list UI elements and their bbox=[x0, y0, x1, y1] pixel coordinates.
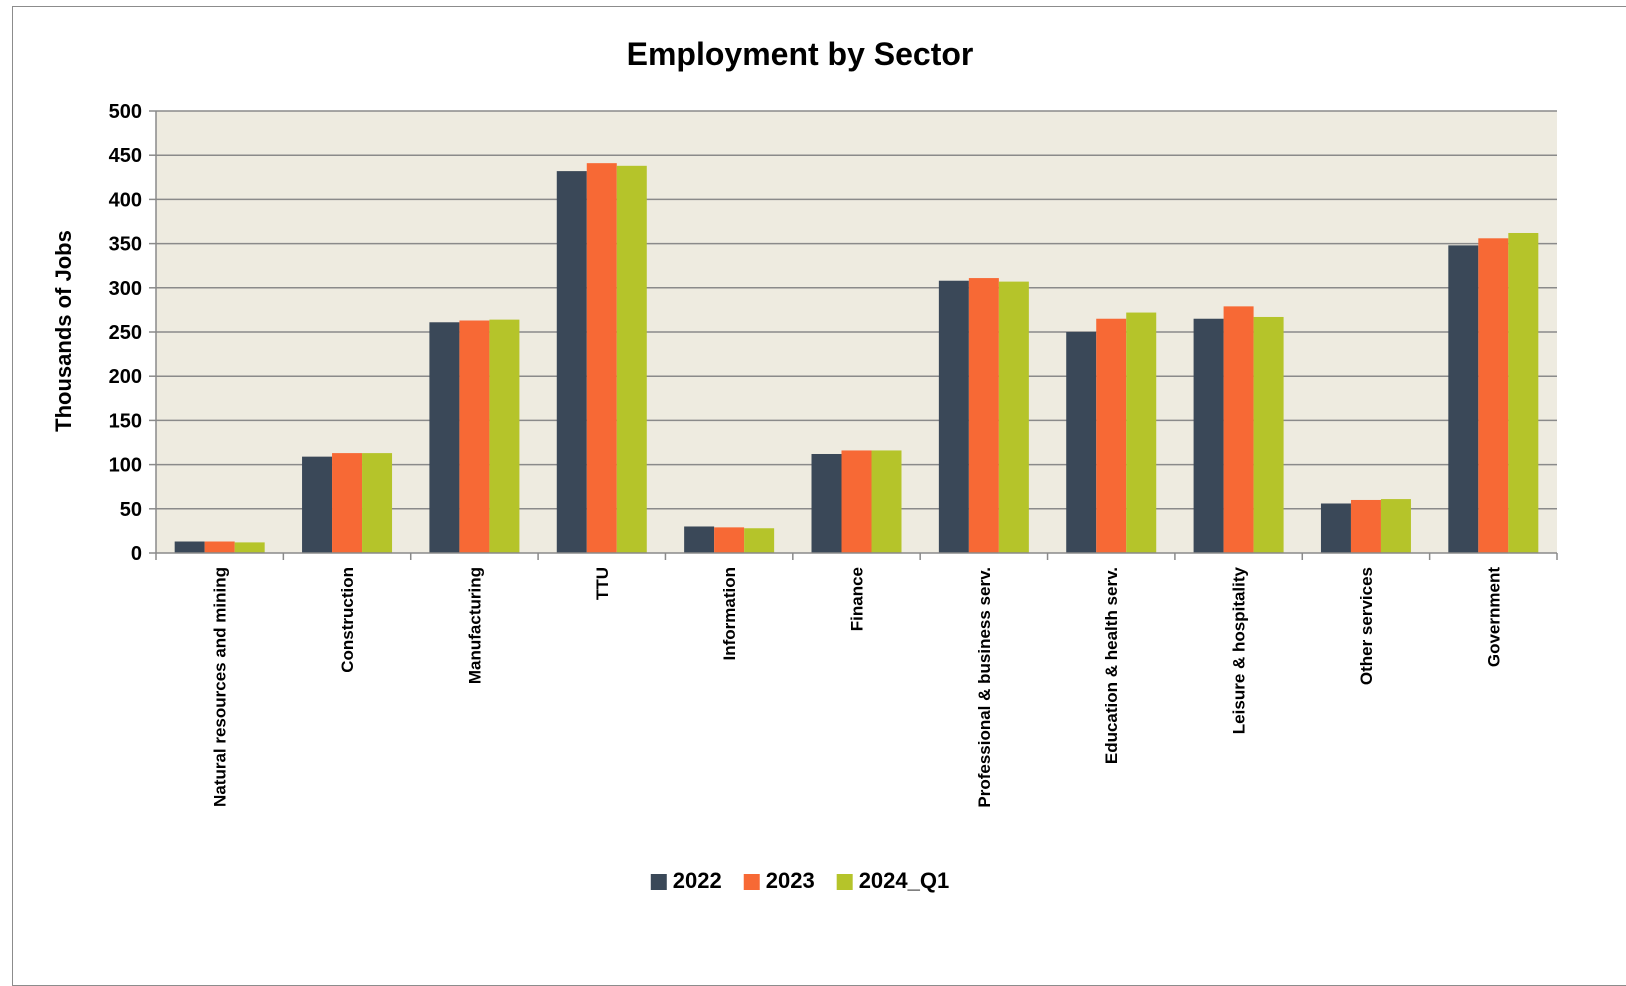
y-tick-label: 300 bbox=[109, 278, 142, 300]
bar-2024_Q1-6 bbox=[998, 281, 1029, 553]
bar-2022-0 bbox=[174, 541, 205, 553]
legend-swatch bbox=[836, 874, 853, 890]
bar-2022-9 bbox=[1320, 503, 1351, 553]
legend-label: 2023 bbox=[766, 868, 815, 893]
bar-2023-2 bbox=[459, 320, 490, 553]
chart-frame: Employment by Sector 0 50 100 150 200 250 300 3… bbox=[12, 6, 1626, 986]
y-tick-label: 250 bbox=[109, 322, 142, 344]
y-tick-label: 350 bbox=[109, 234, 142, 256]
y-axis-title: Thousands of Jobs bbox=[51, 230, 76, 432]
bar-2022-8 bbox=[1193, 318, 1224, 553]
bar-2022-5 bbox=[811, 453, 842, 553]
y-tick-label: 400 bbox=[109, 189, 142, 211]
legend-swatch bbox=[650, 874, 667, 890]
x-category-label: Construction bbox=[338, 567, 357, 673]
bar-2023-8 bbox=[1223, 306, 1254, 553]
bar-2023-4 bbox=[714, 527, 745, 553]
bar-2023-0 bbox=[204, 541, 235, 553]
bar-2024_Q1-8 bbox=[1253, 316, 1284, 553]
x-category-label: Manufacturing bbox=[465, 567, 484, 684]
bar-2024_Q1-5 bbox=[871, 450, 902, 553]
bar-2022-6 bbox=[938, 280, 969, 553]
x-category-label: Natural resources and mining bbox=[211, 567, 230, 807]
y-tick-label: 100 bbox=[109, 455, 142, 477]
legend-swatch bbox=[743, 874, 760, 890]
x-category-label: Leisure & hospitality bbox=[1230, 566, 1249, 734]
x-category-label: Finance bbox=[848, 567, 867, 631]
bar-2022-3 bbox=[556, 171, 587, 553]
y-tick-label: 50 bbox=[120, 499, 142, 521]
bar-2023-5 bbox=[841, 450, 872, 553]
bar-2023-7 bbox=[1096, 318, 1127, 553]
x-category-label: Education & health serv. bbox=[1102, 567, 1121, 764]
bar-2022-2 bbox=[429, 322, 460, 553]
bar-2022-4 bbox=[684, 526, 715, 553]
bar-2022-7 bbox=[1066, 332, 1097, 553]
y-tick-label: 200 bbox=[109, 366, 142, 388]
y-tick-label: 0 bbox=[131, 543, 142, 565]
bar-2024_Q1-3 bbox=[616, 165, 647, 554]
bar-2024_Q1-2 bbox=[489, 319, 520, 553]
x-category-label: Other services bbox=[1357, 567, 1376, 685]
y-tick-label: 150 bbox=[109, 410, 142, 432]
chart-title: Employment by Sector bbox=[627, 36, 974, 72]
bar-2023-6 bbox=[968, 278, 999, 553]
bar-2024_Q1-1 bbox=[362, 453, 393, 553]
legend-label: 2022 bbox=[673, 868, 722, 893]
bar-2022-1 bbox=[302, 456, 333, 553]
x-category-label: TTU bbox=[593, 567, 612, 600]
legend-label: 2024_Q1 bbox=[859, 868, 950, 893]
bar-2023-3 bbox=[586, 163, 617, 553]
bar-2024_Q1-10 bbox=[1508, 232, 1539, 553]
bar-chart: Employment by Sector 0 50 100 150 200 250 300 3… bbox=[51, 36, 1558, 893]
legend: 2022 2023 2024_Q1 bbox=[650, 868, 950, 893]
y-tick-label: 500 bbox=[109, 101, 142, 123]
bar-2022-10 bbox=[1448, 245, 1479, 554]
bar-2023-10 bbox=[1478, 238, 1509, 553]
bar-2023-1 bbox=[332, 453, 363, 553]
x-category-label: Government bbox=[1484, 567, 1503, 667]
bar-2024_Q1-4 bbox=[744, 528, 775, 553]
x-category-label: Professional & business serv. bbox=[975, 567, 994, 808]
x-category-label: Information bbox=[720, 567, 739, 661]
bar-2024_Q1-0 bbox=[234, 542, 265, 553]
bar-2024_Q1-9 bbox=[1380, 499, 1411, 553]
bar-2024_Q1-7 bbox=[1126, 312, 1157, 553]
y-tick-label: 450 bbox=[109, 145, 142, 167]
bar-2023-9 bbox=[1350, 499, 1381, 553]
